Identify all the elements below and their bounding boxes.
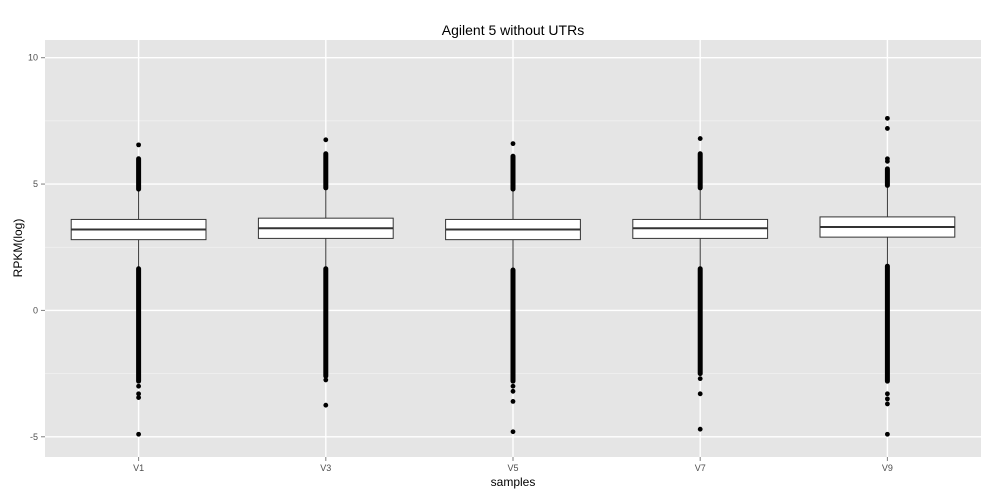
chart-title: Agilent 5 without UTRs [442,22,584,38]
y-tick-label: -5 [30,432,38,442]
outlier-point [511,429,516,434]
outlier-point [511,399,516,404]
outlier-point [511,141,516,146]
outlier-point [698,427,703,432]
outlier-point [136,142,141,147]
outlier-point [136,384,141,389]
outlier-point [885,391,890,396]
y-tick-label: 0 [33,305,38,315]
outlier-point [323,137,328,142]
outlier-point [511,384,516,389]
y-tick-label: 10 [28,53,38,63]
x-tick-label: V7 [695,463,706,473]
outlier-point [136,395,141,400]
outlier-point [885,402,890,407]
outlier-point [323,403,328,408]
y-axis-title: RPKM(log) [11,219,25,278]
x-axis-title: samples [491,475,536,489]
x-tick-label: V9 [882,463,893,473]
outlier-point [885,396,890,401]
outlier-point [885,156,890,161]
outlier-point [885,116,890,121]
outlier-point [885,126,890,131]
outlier-point [698,391,703,396]
outlier-point [885,432,890,437]
outlier-point [698,136,703,141]
x-tick-label: V3 [320,463,331,473]
outlier-point [323,378,328,383]
x-tick-label: V1 [133,463,144,473]
outlier-point [136,432,141,437]
x-tick-label: V5 [507,463,518,473]
outlier-point [698,376,703,381]
y-tick-label: 5 [33,179,38,189]
outlier-point [511,389,516,394]
